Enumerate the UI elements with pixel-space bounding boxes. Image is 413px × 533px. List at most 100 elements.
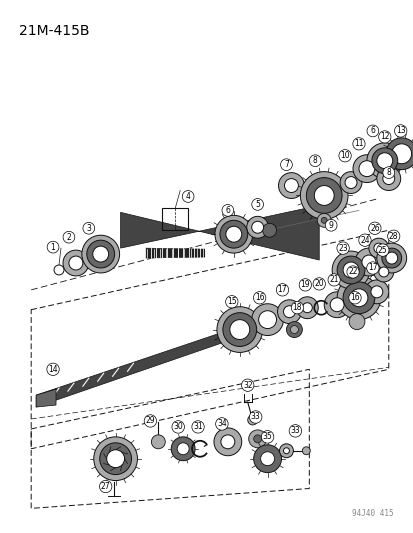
- Polygon shape: [145, 248, 204, 258]
- Circle shape: [279, 444, 293, 458]
- Text: 28: 28: [388, 232, 398, 241]
- Circle shape: [336, 256, 364, 284]
- Text: 20: 20: [313, 279, 323, 288]
- Text: 6: 6: [225, 206, 230, 215]
- Circle shape: [290, 326, 298, 334]
- Text: 21M-415B: 21M-415B: [19, 23, 90, 38]
- Circle shape: [107, 450, 124, 467]
- Circle shape: [300, 172, 347, 219]
- Text: 94J40 415: 94J40 415: [351, 510, 393, 518]
- Text: 34: 34: [216, 419, 226, 429]
- Circle shape: [214, 215, 252, 253]
- Text: 24: 24: [359, 236, 369, 245]
- Circle shape: [54, 265, 64, 275]
- Text: 23: 23: [337, 244, 347, 253]
- Circle shape: [348, 314, 364, 329]
- Text: 25: 25: [377, 246, 387, 255]
- Circle shape: [336, 276, 380, 320]
- Polygon shape: [120, 205, 318, 260]
- Text: 18: 18: [292, 303, 301, 312]
- Bar: [162, 208, 188, 230]
- Circle shape: [344, 176, 356, 189]
- Text: 27: 27: [101, 482, 110, 491]
- Text: 31: 31: [193, 423, 202, 431]
- Text: 17: 17: [367, 263, 377, 272]
- Circle shape: [253, 445, 281, 473]
- Circle shape: [219, 220, 247, 248]
- Circle shape: [358, 161, 374, 176]
- Circle shape: [331, 251, 369, 289]
- Circle shape: [93, 246, 108, 262]
- Circle shape: [283, 306, 295, 318]
- Circle shape: [171, 437, 195, 461]
- Text: 16: 16: [254, 293, 264, 302]
- Circle shape: [391, 144, 411, 164]
- Circle shape: [342, 262, 358, 278]
- Circle shape: [286, 321, 301, 337]
- Text: 5: 5: [254, 200, 259, 209]
- Circle shape: [248, 430, 266, 448]
- Text: 8: 8: [312, 156, 317, 165]
- Text: 14: 14: [48, 365, 58, 374]
- Circle shape: [376, 243, 406, 273]
- Circle shape: [352, 155, 380, 183]
- Circle shape: [370, 286, 382, 298]
- Text: 13: 13: [395, 126, 404, 135]
- Circle shape: [258, 311, 276, 328]
- Circle shape: [82, 235, 119, 273]
- Circle shape: [260, 452, 274, 466]
- Text: 33: 33: [290, 426, 299, 435]
- Circle shape: [214, 428, 241, 456]
- Circle shape: [376, 167, 400, 190]
- Circle shape: [177, 443, 189, 455]
- Text: 16: 16: [349, 293, 359, 302]
- Circle shape: [366, 143, 402, 179]
- Circle shape: [251, 221, 263, 233]
- Circle shape: [253, 435, 261, 443]
- Text: 22: 22: [347, 268, 357, 277]
- Circle shape: [69, 256, 83, 270]
- Text: 33: 33: [250, 413, 260, 422]
- Polygon shape: [36, 389, 56, 407]
- Polygon shape: [36, 310, 289, 407]
- Circle shape: [229, 320, 249, 340]
- Circle shape: [342, 282, 374, 314]
- Circle shape: [225, 227, 241, 242]
- Text: 19: 19: [300, 280, 309, 289]
- Circle shape: [301, 447, 310, 455]
- Circle shape: [382, 173, 394, 184]
- Circle shape: [151, 435, 165, 449]
- Text: 3: 3: [86, 224, 91, 233]
- Circle shape: [378, 267, 388, 277]
- Text: 26: 26: [369, 224, 379, 233]
- Circle shape: [320, 217, 326, 223]
- Text: 2: 2: [66, 233, 71, 241]
- Circle shape: [354, 248, 382, 276]
- Text: 21: 21: [329, 276, 338, 285]
- Text: 6: 6: [370, 126, 375, 135]
- Circle shape: [247, 415, 257, 425]
- Circle shape: [278, 173, 304, 198]
- Circle shape: [216, 306, 262, 352]
- Circle shape: [323, 292, 349, 318]
- Circle shape: [246, 216, 268, 238]
- Text: 10: 10: [339, 151, 349, 160]
- Circle shape: [296, 297, 318, 319]
- Text: 30: 30: [173, 423, 183, 431]
- Circle shape: [222, 313, 256, 346]
- Circle shape: [100, 443, 131, 474]
- Circle shape: [364, 280, 388, 304]
- Text: 9: 9: [328, 221, 333, 230]
- Text: 7: 7: [283, 160, 288, 169]
- Circle shape: [361, 255, 375, 269]
- Text: 4: 4: [185, 192, 190, 201]
- Circle shape: [339, 172, 361, 193]
- Circle shape: [349, 289, 367, 306]
- Text: 17: 17: [277, 285, 287, 294]
- Circle shape: [376, 153, 392, 168]
- Circle shape: [373, 262, 393, 282]
- Circle shape: [251, 304, 283, 336]
- Circle shape: [301, 303, 311, 313]
- Circle shape: [63, 250, 88, 276]
- Text: 35: 35: [262, 432, 272, 441]
